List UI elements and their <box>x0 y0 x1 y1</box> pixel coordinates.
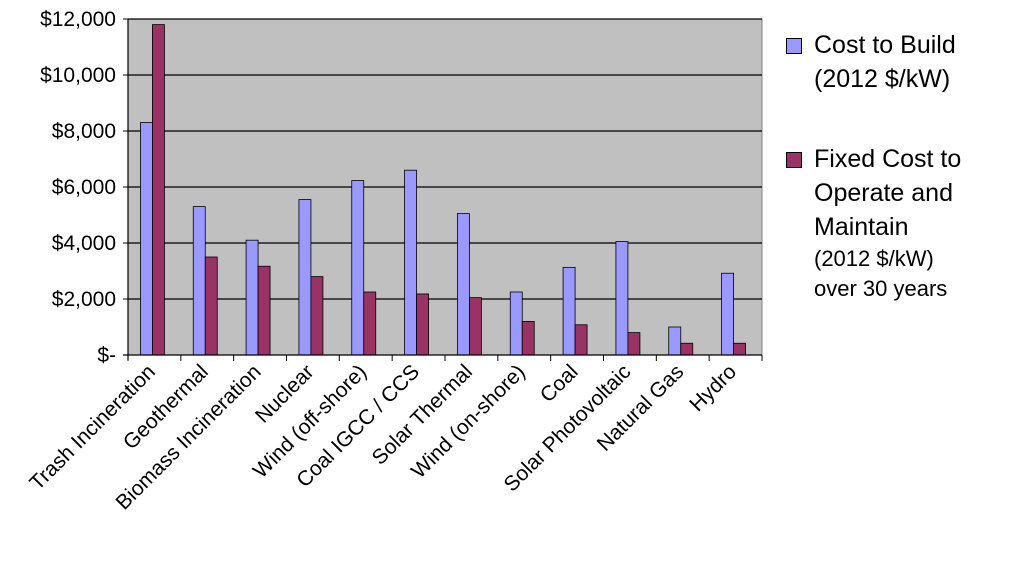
bar-fixed-cost <box>469 297 482 356</box>
bar-cost-to-build <box>298 199 312 356</box>
legend-swatch-cost-to-build <box>786 38 802 54</box>
bar-fixed-cost <box>310 276 324 356</box>
y-tick-labels: $- $2,000 $4,000 $6,000 $8,000 $10,000 $12,000 <box>40 8 116 367</box>
bar-fixed-cost <box>574 324 588 356</box>
y-tick-label: $8,000 <box>52 120 116 143</box>
bar-cost-to-build <box>404 169 417 356</box>
bar-cost-to-build <box>668 326 682 356</box>
legend-unit: (2012 $/kW) over 30 years <box>814 246 948 301</box>
bar-fixed-cost <box>521 320 535 356</box>
gridlines <box>128 18 762 300</box>
bar-cost-to-build <box>140 122 153 356</box>
y-tick-label: $10,000 <box>40 64 116 87</box>
y-tick-label: $6,000 <box>52 176 116 199</box>
legend-item-cost-to-build: Cost to Build (2012 $/kW) <box>786 28 1016 96</box>
legend-unit: (2012 $/kW) <box>814 65 951 93</box>
y-tick-label: $- <box>97 344 116 367</box>
bars <box>140 24 746 356</box>
bar-fixed-cost <box>257 265 271 356</box>
bar-fixed-cost <box>416 293 429 356</box>
bar-cost-to-build <box>351 180 365 356</box>
legend-item-fixed-cost: Fixed Cost to Operate and Maintain (2012… <box>786 142 1016 304</box>
legend: Cost to Build (2012 $/kW) Fixed Cost to … <box>786 28 1016 304</box>
bar-cost-to-build <box>192 206 206 356</box>
y-tick-label: $12,000 <box>40 8 116 31</box>
legend-label: Cost to Build <box>814 31 956 59</box>
y-tick-label: $2,000 <box>52 288 116 311</box>
legend-label: Fixed Cost to Operate and Maintain <box>814 145 962 241</box>
bar-cost-to-build <box>509 291 523 356</box>
bar-fixed-cost <box>363 291 377 356</box>
bar-fixed-cost <box>680 342 694 356</box>
x-tick-label: Hydro <box>685 360 741 416</box>
bar-cost-to-build <box>562 266 576 356</box>
legend-swatch-fixed-cost <box>786 152 802 168</box>
bar-cost-to-build <box>245 239 259 356</box>
bar-fixed-cost <box>204 256 218 356</box>
x-tick-label: Coal <box>536 360 583 407</box>
axes <box>123 18 763 361</box>
bar-fixed-cost <box>733 342 746 356</box>
bar-fixed-cost <box>152 24 165 356</box>
bar-cost-to-build <box>457 213 470 356</box>
bar-cost-to-build <box>721 272 734 356</box>
y-tick-label: $4,000 <box>52 232 116 255</box>
bar-fixed-cost <box>627 332 641 356</box>
bar-cost-to-build <box>615 241 629 356</box>
